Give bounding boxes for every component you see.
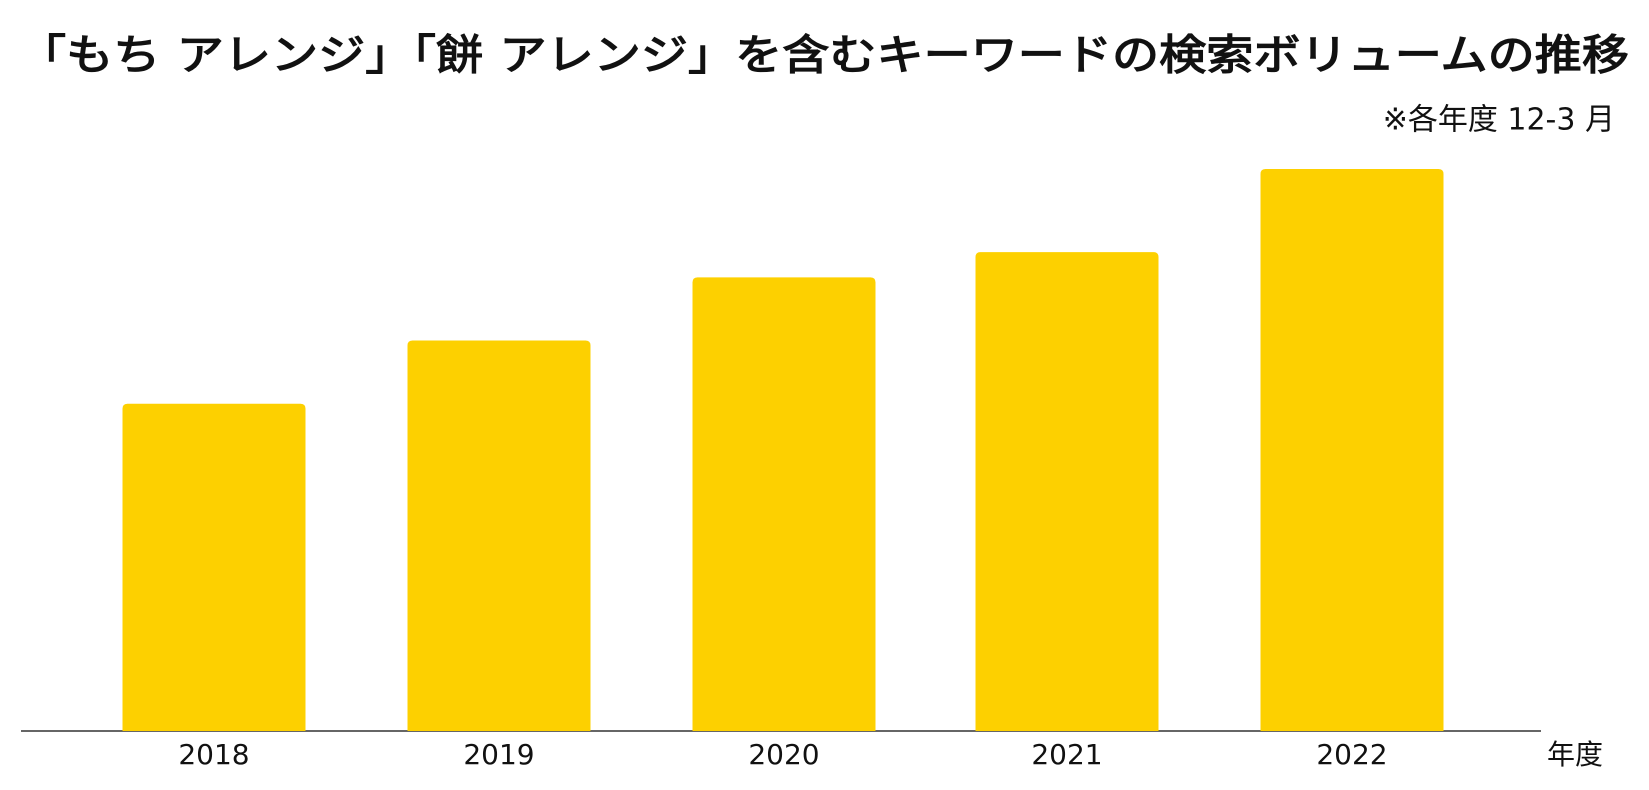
bar [692,277,876,731]
bar [407,340,591,731]
chart-title: 「もち アレンジ」「餅 アレンジ」を含むキーワードの検索ボリュームの推移 [19,31,1629,80]
x-axis-label: 年度 [1547,738,1603,771]
bar [1260,169,1444,731]
x-tick-label: 2022 [1316,738,1387,771]
x-tick-label: 2021 [1031,738,1102,771]
x-tick-label: 2018 [178,738,249,771]
bar [122,403,306,731]
x-tick-label: 2020 [748,738,819,771]
x-tick-label: 2019 [463,738,534,771]
chart-subtitle: ※各年度 12-3 月 [1383,103,1615,138]
bar [975,252,1159,731]
